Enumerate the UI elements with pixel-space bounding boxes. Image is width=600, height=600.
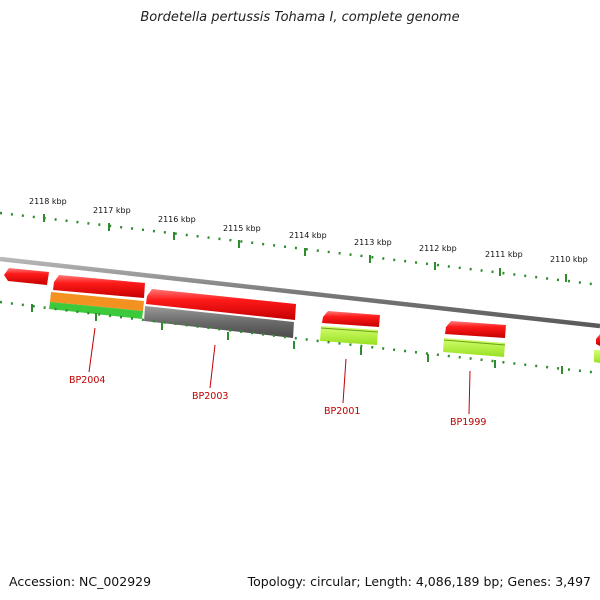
cds-arrow[interactable] <box>322 311 380 327</box>
track-lime-bar[interactable] <box>443 338 505 357</box>
cds-arrow[interactable] <box>146 289 296 320</box>
track-lime-edge <box>320 327 379 333</box>
leader-line <box>88 327 96 373</box>
leader-line <box>209 344 216 389</box>
ruler-tick-label: 2116 kbp <box>158 215 196 224</box>
gene-leaders <box>88 327 471 415</box>
track-orange-bar[interactable] <box>50 292 144 311</box>
cds-arrow[interactable] <box>596 334 600 346</box>
ruler-tick-label: 2117 kbp <box>93 206 131 215</box>
ruler-tick-label: 2118 kbp <box>29 197 67 206</box>
accession-text: Accession: NC_002929 <box>9 574 152 589</box>
gene-label-bp2003[interactable]: BP2003 <box>192 391 228 402</box>
outer-ruler-dots <box>0 211 600 287</box>
map-title: Bordetella pertussis Tohama I, complete … <box>140 10 460 25</box>
track-lime-edge <box>443 339 506 346</box>
ruler-tick-label: 2115 kbp <box>223 224 261 233</box>
gene-label-bp1999[interactable]: BP1999 <box>450 417 486 428</box>
cds-arrow[interactable] <box>4 268 49 285</box>
cds-arrow[interactable] <box>445 321 506 338</box>
ruler-tick-label: 2114 kbp <box>289 231 327 240</box>
leader-line <box>342 358 347 404</box>
track-gray-bar[interactable] <box>144 306 294 338</box>
ruler-tick-label: 2113 kbp <box>354 238 392 247</box>
ruler-tick-label: 2112 kbp <box>419 244 457 253</box>
genome-summary-text: Topology: circular; Length: 4,086,189 bp… <box>247 574 591 589</box>
ruler-tick-label: 2110 kbp <box>550 255 588 264</box>
gene-label-bp2004[interactable]: BP2004 <box>69 375 105 386</box>
ruler-tick-label: 2111 kbp <box>485 250 523 259</box>
outer-ruler: 2118 kbp 2117 kbp 2116 kbp 2115 kbp 2114… <box>0 197 600 287</box>
feature-tracks <box>49 292 600 363</box>
genome-backbone <box>0 256 600 329</box>
track-lime-bar[interactable] <box>594 350 600 363</box>
inner-ruler <box>0 300 600 375</box>
cds-arrow[interactable] <box>53 275 145 298</box>
cds-track <box>4 268 600 346</box>
leader-line <box>468 370 471 415</box>
track-green-bar[interactable] <box>49 302 143 319</box>
gene-label-bp2001[interactable]: BP2001 <box>324 406 360 417</box>
